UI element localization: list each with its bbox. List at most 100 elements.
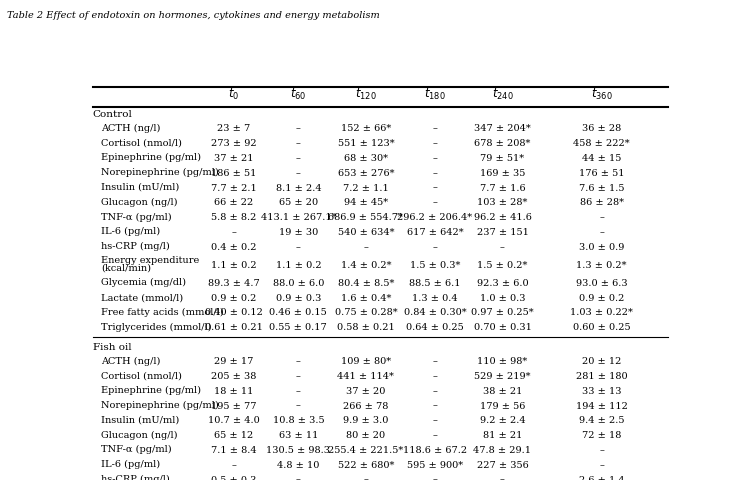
Text: 65 ± 12: 65 ± 12 <box>214 431 253 440</box>
Text: 176 ± 51: 176 ± 51 <box>579 169 625 178</box>
Text: 0.9 ± 0.2: 0.9 ± 0.2 <box>579 294 624 303</box>
Text: 0.5 ± 0.3: 0.5 ± 0.3 <box>211 476 256 480</box>
Text: Norepinephrine (pg/ml): Norepinephrine (pg/ml) <box>102 401 219 410</box>
Text: –: – <box>433 243 437 252</box>
Text: 273 ± 92: 273 ± 92 <box>211 139 257 148</box>
Text: 7.2 ± 1.1: 7.2 ± 1.1 <box>343 183 389 192</box>
Text: 0.70 ± 0.31: 0.70 ± 0.31 <box>473 323 531 332</box>
Text: 0.58 ± 0.21: 0.58 ± 0.21 <box>337 323 395 332</box>
Text: 1.1 ± 0.2: 1.1 ± 0.2 <box>275 261 321 270</box>
Text: 88.5 ± 6.1: 88.5 ± 6.1 <box>409 279 461 288</box>
Text: 0.4 ± 0.2: 0.4 ± 0.2 <box>211 243 257 252</box>
Text: 18 ± 11: 18 ± 11 <box>214 387 253 396</box>
Text: 94 ± 45*: 94 ± 45* <box>344 198 388 207</box>
Text: 65 ± 20: 65 ± 20 <box>279 198 318 207</box>
Text: TNF-α (pg/ml): TNF-α (pg/ml) <box>102 445 172 455</box>
Text: 38 ± 21: 38 ± 21 <box>483 387 522 396</box>
Text: $t_{120}$: $t_{120}$ <box>355 87 377 102</box>
Text: 195 ± 77: 195 ± 77 <box>211 402 257 410</box>
Text: 7.7 ± 1.6: 7.7 ± 1.6 <box>479 183 525 192</box>
Text: 296.2 ± 206.4*: 296.2 ± 206.4* <box>398 213 473 222</box>
Text: 63 ± 11: 63 ± 11 <box>279 431 318 440</box>
Text: Glucagon (ng/l): Glucagon (ng/l) <box>102 431 178 440</box>
Text: 23 ± 7: 23 ± 7 <box>217 124 250 133</box>
Text: –: – <box>296 387 301 396</box>
Text: 9.4 ± 2.5: 9.4 ± 2.5 <box>579 417 625 425</box>
Text: 1.4 ± 0.2*: 1.4 ± 0.2* <box>341 261 391 270</box>
Text: Glucagon (ng/l): Glucagon (ng/l) <box>102 198 178 207</box>
Text: Control: Control <box>93 110 133 120</box>
Text: 118.6 ± 67.2: 118.6 ± 67.2 <box>403 446 467 455</box>
Text: 194 ± 112: 194 ± 112 <box>576 402 628 410</box>
Text: 1.5 ± 0.2*: 1.5 ± 0.2* <box>477 261 528 270</box>
Text: (kcal/min): (kcal/min) <box>102 264 151 273</box>
Text: Table 2 Effect of endotoxin on hormones, cytokines and energy metabolism: Table 2 Effect of endotoxin on hormones,… <box>7 11 380 20</box>
Text: 9.9 ± 3.0: 9.9 ± 3.0 <box>344 417 389 425</box>
Text: IL-6 (pg/ml): IL-6 (pg/ml) <box>102 460 160 469</box>
Text: –: – <box>433 402 437 410</box>
Text: 7.1 ± 8.4: 7.1 ± 8.4 <box>211 446 257 455</box>
Text: 0.46 ± 0.15: 0.46 ± 0.15 <box>269 309 327 317</box>
Text: $t_0$: $t_0$ <box>228 87 239 102</box>
Text: $t_{360}$: $t_{360}$ <box>591 87 612 102</box>
Text: 1.3 ± 0.4: 1.3 ± 0.4 <box>412 294 458 303</box>
Text: –: – <box>296 372 301 381</box>
Text: ACTH (ng/l): ACTH (ng/l) <box>102 124 161 133</box>
Text: 10.7 ± 4.0: 10.7 ± 4.0 <box>208 417 260 425</box>
Text: –: – <box>296 124 301 133</box>
Text: 595 ± 900*: 595 ± 900* <box>407 461 463 470</box>
Text: –: – <box>296 243 301 252</box>
Text: –: – <box>433 198 437 207</box>
Text: Epinephrine (pg/ml): Epinephrine (pg/ml) <box>102 153 201 162</box>
Text: Cortisol (nmol/l): Cortisol (nmol/l) <box>102 372 183 380</box>
Text: 103 ± 28*: 103 ± 28* <box>477 198 528 207</box>
Text: 86 ± 28*: 86 ± 28* <box>580 198 624 207</box>
Text: 68 ± 30*: 68 ± 30* <box>344 154 388 163</box>
Text: 458 ± 222*: 458 ± 222* <box>574 139 630 148</box>
Text: 179 ± 56: 179 ± 56 <box>480 402 525 410</box>
Text: 33 ± 13: 33 ± 13 <box>582 387 621 396</box>
Text: 152 ± 66*: 152 ± 66* <box>341 124 391 133</box>
Text: 7.7 ± 2.1: 7.7 ± 2.1 <box>211 183 257 192</box>
Text: –: – <box>433 183 437 192</box>
Text: 529 ± 219*: 529 ± 219* <box>474 372 531 381</box>
Text: 1.0 ± 0.3: 1.0 ± 0.3 <box>480 294 525 303</box>
Text: 255.4 ± 221.5*: 255.4 ± 221.5* <box>328 446 404 455</box>
Text: 80.4 ± 8.5*: 80.4 ± 8.5* <box>338 279 394 288</box>
Text: 441 ± 114*: 441 ± 114* <box>338 372 394 381</box>
Text: 19 ± 30: 19 ± 30 <box>279 228 318 237</box>
Text: 93.0 ± 6.3: 93.0 ± 6.3 <box>576 279 628 288</box>
Text: Insulin (mU/ml): Insulin (mU/ml) <box>102 416 180 425</box>
Text: –: – <box>364 476 368 480</box>
Text: –: – <box>433 139 437 148</box>
Text: –: – <box>433 169 437 178</box>
Text: 0.9 ± 0.3: 0.9 ± 0.3 <box>275 294 321 303</box>
Text: –: – <box>296 476 301 480</box>
Text: 110 ± 98*: 110 ± 98* <box>477 357 528 366</box>
Text: 88.0 ± 6.0: 88.0 ± 6.0 <box>272 279 324 288</box>
Text: –: – <box>433 476 437 480</box>
Text: 0.64 ± 0.25: 0.64 ± 0.25 <box>406 323 464 332</box>
Text: –: – <box>433 431 437 440</box>
Text: $t_{60}$: $t_{60}$ <box>290 87 306 102</box>
Text: –: – <box>600 446 604 455</box>
Text: –: – <box>433 387 437 396</box>
Text: Glycemia (mg/dl): Glycemia (mg/dl) <box>102 278 186 288</box>
Text: 29 ± 17: 29 ± 17 <box>214 357 253 366</box>
Text: 1.5 ± 0.3*: 1.5 ± 0.3* <box>410 261 460 270</box>
Text: Norepinephrine (pg/ml): Norepinephrine (pg/ml) <box>102 168 219 177</box>
Text: Lactate (mmol/l): Lactate (mmol/l) <box>102 293 183 302</box>
Text: 551 ± 123*: 551 ± 123* <box>338 139 394 148</box>
Text: Triglycerides (mmol/l): Triglycerides (mmol/l) <box>102 323 212 332</box>
Text: –: – <box>500 243 505 252</box>
Text: 678 ± 208*: 678 ± 208* <box>474 139 531 148</box>
Text: 227 ± 356: 227 ± 356 <box>476 461 528 470</box>
Text: 0.61 ± 0.21: 0.61 ± 0.21 <box>205 323 263 332</box>
Text: Epinephrine (pg/ml): Epinephrine (pg/ml) <box>102 386 201 396</box>
Text: 8.1 ± 2.4: 8.1 ± 2.4 <box>275 183 321 192</box>
Text: 0.40 ± 0.12: 0.40 ± 0.12 <box>205 309 263 317</box>
Text: 9.2 ± 2.4: 9.2 ± 2.4 <box>479 417 525 425</box>
Text: –: – <box>433 124 437 133</box>
Text: 130.5 ± 98.3: 130.5 ± 98.3 <box>266 446 330 455</box>
Text: 37 ± 21: 37 ± 21 <box>214 154 253 163</box>
